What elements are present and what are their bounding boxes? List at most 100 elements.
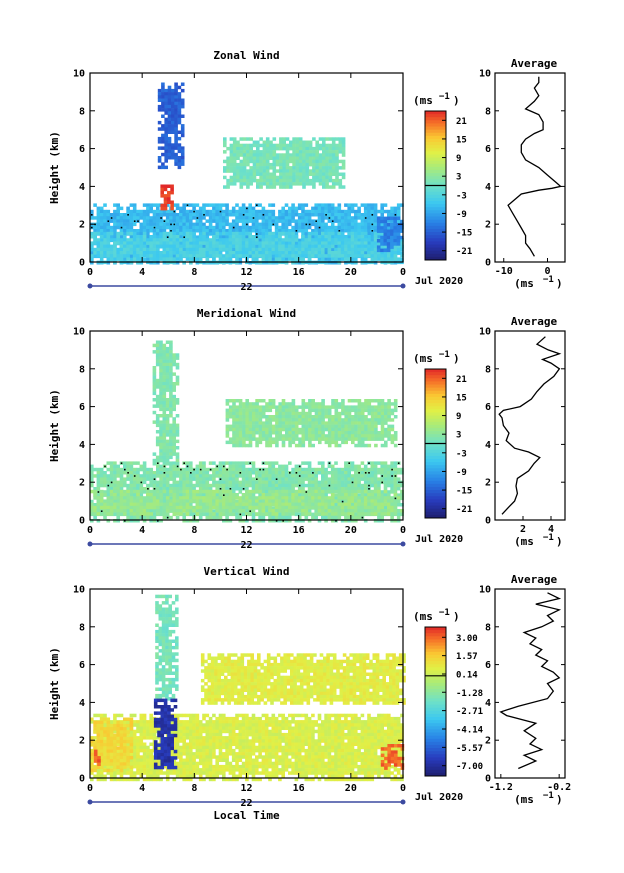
heatmap-cell [182, 251, 186, 255]
heatmap-cell [119, 247, 124, 252]
heatmap-cell [347, 483, 351, 488]
heatmap-cell [165, 474, 170, 478]
heatmap-cell [288, 257, 292, 261]
heatmap-cell [215, 235, 219, 239]
heatmap-cell [261, 219, 266, 223]
heatmap-cell [367, 232, 371, 236]
heatmap-cell [212, 474, 216, 478]
heatmap-cell [307, 487, 312, 491]
heatmap-cell [393, 206, 398, 211]
heatmap-cell [396, 519, 401, 523]
heatmap-cell [324, 489, 328, 494]
heatmap-cell [189, 247, 193, 252]
heatmap-cell [235, 203, 239, 207]
heatmap-cell [171, 143, 175, 147]
heatmap-cell [241, 219, 246, 223]
heatmap-cell [218, 483, 223, 488]
heatmap-cell [341, 159, 346, 164]
heatmap-cell [288, 219, 292, 223]
contour-dot [371, 223, 374, 226]
heatmap-cell [363, 247, 368, 252]
heatmap-cell [182, 209, 186, 214]
heatmap-cell [215, 512, 219, 517]
heatmap-cell [136, 257, 140, 261]
contour-dot [163, 220, 166, 222]
heatmap-cell [302, 156, 306, 160]
heatmap-cell [390, 239, 394, 243]
heatmap-cell [373, 467, 378, 472]
heatmap-cell [331, 172, 336, 176]
heatmap-cell [373, 251, 378, 255]
heatmap-cell [327, 206, 332, 211]
heatmap-cell [335, 169, 339, 173]
heatmap-cell [288, 519, 292, 523]
heatmap-cell [119, 257, 124, 261]
heatmap-cell [334, 467, 338, 472]
heatmap-cell [354, 216, 358, 220]
heatmap-cell [357, 464, 361, 469]
heatmap-cell [284, 493, 289, 497]
heatmap-cell [222, 203, 226, 207]
heatmap-cell [285, 143, 290, 148]
heatmap-cell [235, 464, 239, 469]
heatmap-cell [215, 474, 219, 478]
heatmap-cell [229, 159, 234, 164]
heatmap-cell [159, 241, 163, 245]
heatmap-cell [164, 165, 168, 170]
heatmap-cell [271, 247, 276, 252]
heatmap-cell [354, 235, 358, 239]
heatmap-cell [373, 235, 378, 239]
heatmap-cell [172, 213, 177, 217]
heatmap-cell [268, 213, 272, 217]
heatmap-cell [208, 238, 213, 242]
heatmap-cell [113, 251, 117, 255]
heatmap-cell [393, 461, 398, 465]
heatmap-cell [311, 489, 315, 494]
heatmap-cell [354, 213, 358, 217]
heatmap-cell [162, 499, 167, 504]
heatmap-cell [167, 98, 172, 102]
heatmap-cell [278, 257, 282, 261]
heatmap-cell [177, 143, 182, 147]
heatmap-cell [96, 467, 101, 472]
heatmap-cell [146, 225, 150, 230]
heatmap-cell [383, 219, 388, 224]
heatmap-cell [90, 216, 94, 220]
heatmap-cell [357, 247, 361, 252]
heatmap-cell [202, 261, 206, 265]
heatmap-cell [387, 474, 391, 478]
heatmap-cell [324, 225, 328, 230]
heatmap-cell [212, 232, 216, 236]
heatmap-cell [159, 509, 163, 513]
heatmap-cell [142, 216, 147, 220]
heatmap-cell [334, 483, 338, 488]
heatmap-cell [256, 146, 260, 151]
heatmap-cell [255, 245, 259, 249]
heatmap-cell [248, 235, 252, 239]
heatmap-cell [189, 231, 193, 236]
heatmap-cell [307, 245, 312, 249]
heatmap-cell [393, 471, 398, 475]
heatmap-cell [301, 244, 305, 249]
heatmap-cell [380, 471, 384, 475]
heatmap-cell [262, 140, 267, 144]
heatmap-cell [167, 104, 172, 109]
heatmap-cell [177, 85, 182, 90]
heatmap-cell [291, 477, 295, 481]
heatmap-cell [119, 489, 124, 494]
heatmap-cell [282, 166, 286, 170]
heatmap-cell [305, 166, 310, 170]
heatmap-cell [152, 222, 157, 227]
heatmap-cell [180, 88, 185, 93]
heatmap-cell [314, 487, 318, 491]
heatmap-cell [164, 156, 168, 160]
heatmap-cell [192, 471, 196, 475]
heatmap-cell [116, 219, 120, 223]
heatmap-cell [106, 461, 111, 465]
heatmap-cell [272, 166, 277, 170]
heatmap-cell [139, 261, 144, 265]
heatmap-cell [146, 222, 150, 227]
heatmap-cell [238, 244, 243, 249]
heatmap-cell [278, 519, 282, 523]
